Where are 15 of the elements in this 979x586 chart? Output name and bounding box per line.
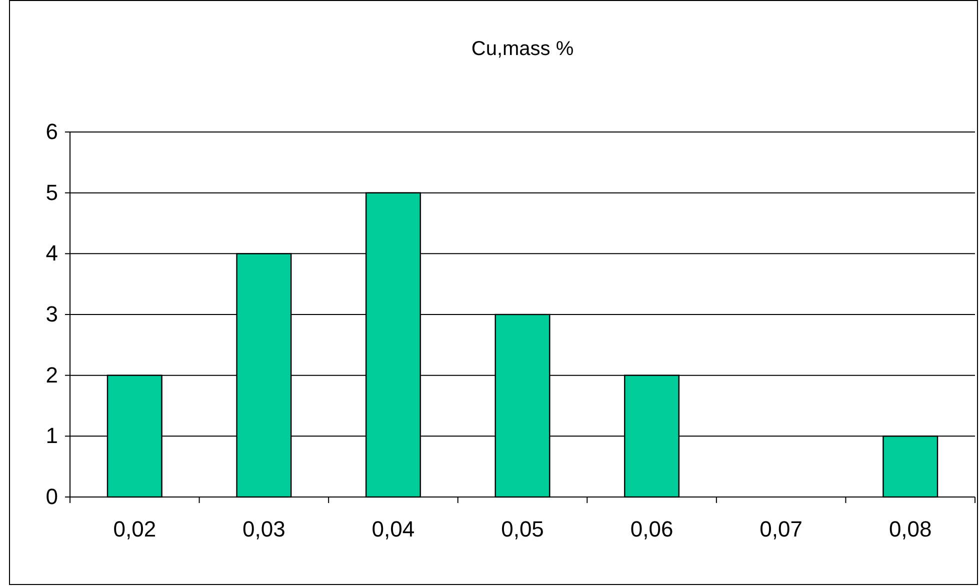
y-tick-label: 4 [46,240,58,266]
y-tick-label: 2 [46,362,58,388]
y-tick-label: 0 [46,484,58,510]
x-tick-label: 0,03 [242,516,286,542]
y-tick-label: 3 [46,302,58,327]
y-tick-label: 5 [46,180,58,205]
y-tick-label: 1 [46,423,58,448]
x-tick-label: 0,04 [372,516,415,542]
chart-title: Cu,mass % [471,38,574,60]
y-tick-label: 6 [46,119,58,144]
x-tick-label: 0,05 [501,516,544,542]
x-tick-label: 0,06 [630,516,674,542]
x-tick-label: 0,08 [888,516,932,542]
x-tick-label: 0,02 [113,516,156,542]
x-tick-label: 0,07 [760,516,802,542]
